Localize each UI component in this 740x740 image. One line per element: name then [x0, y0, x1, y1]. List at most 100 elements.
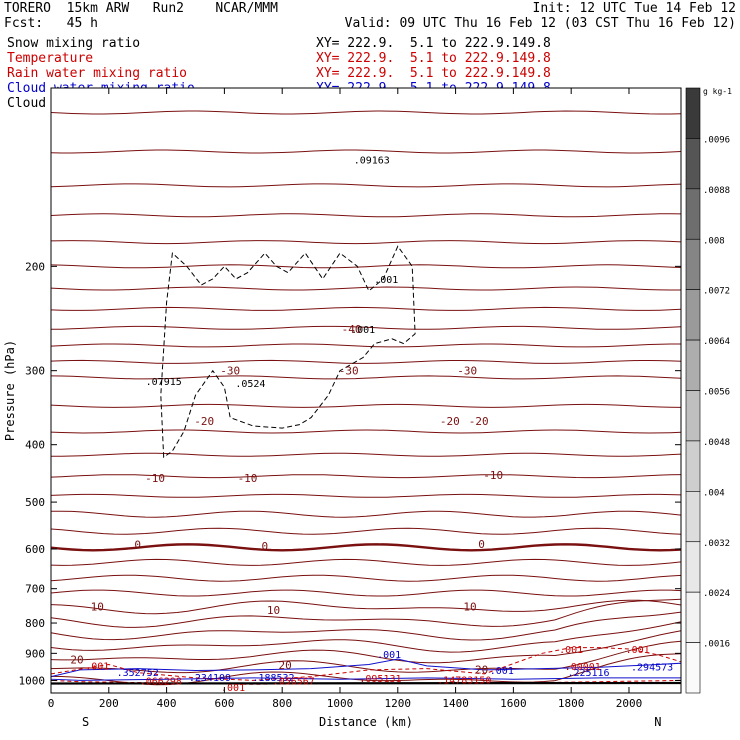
end-label-south: S	[82, 715, 89, 729]
isotherm-label: 0	[262, 540, 269, 553]
x-tick-label: 600	[214, 697, 234, 710]
isotherm-label: -30	[339, 365, 359, 378]
isotherm-line	[50, 359, 682, 364]
colorbar-level-label: .0088	[703, 186, 730, 196]
colorbar-swatch	[685, 238, 701, 290]
colorbar-level-label: .0048	[703, 438, 730, 448]
isotherm-line	[50, 343, 681, 348]
x-tick-label: 0	[48, 697, 55, 710]
isotherm-label: 0	[478, 538, 485, 551]
isotherm-line	[50, 598, 682, 628]
isotherm-line	[50, 149, 682, 154]
plot-background	[51, 88, 681, 693]
mixing-ratio-label: .001	[490, 666, 514, 677]
isotherm-line	[50, 452, 682, 457]
end-label-north: N	[654, 715, 661, 729]
mixing-ratio-label: .00001	[565, 662, 601, 673]
isotherm-line	[50, 543, 682, 552]
colorbar-level-label: .0072	[703, 287, 730, 297]
colorbar-swatch	[685, 591, 701, 643]
y-tick-label: 800	[25, 617, 45, 630]
y-tick-label: 400	[25, 439, 45, 452]
isotherm-label: -20	[440, 415, 460, 428]
contour-label-layer: -40 -30 -30 -30 -20 -20 -20 -10 -10 -10 0 0 0 10 10 10 2…	[70, 155, 673, 693]
isotherm-line	[50, 240, 682, 245]
isotherm-line	[50, 599, 682, 615]
mixing-ratio-label: .234109	[189, 673, 231, 684]
colorbar-swatch	[685, 390, 701, 442]
colorbar-swatch	[685, 138, 701, 190]
field-name: Snow mixing ratio	[7, 36, 141, 51]
field-xy-range: XY= 222.9. 5.1 to 222.9.149.8	[316, 66, 551, 81]
plot-area	[51, 88, 681, 693]
mixing-ratio-label: .001	[559, 645, 583, 656]
isotherm-line	[50, 653, 682, 686]
y-tick-label: 600	[25, 543, 45, 556]
cloud-water-contour	[50, 658, 682, 681]
isotherm-label: -30	[457, 365, 477, 378]
colorbar-swatch	[685, 188, 701, 240]
colorbar-level-label: .008	[703, 236, 725, 246]
colorbar-level-label: .0056	[703, 388, 730, 398]
x-tick-label: 1200	[385, 697, 412, 710]
contour-layer	[50, 110, 682, 686]
isotherm-line	[50, 621, 682, 653]
isotherm-label: -10	[483, 469, 503, 482]
colorbar: .0096 .0088 .008 .0072 .0064 .0056 .0048 .004 .0…	[685, 87, 732, 694]
colorbar-level-label: .0024	[703, 589, 730, 599]
colorbar-swatch	[685, 87, 701, 139]
isotherm-line	[50, 110, 682, 115]
x-tick-label: 200	[99, 697, 119, 710]
field-xy-range: XY= 222.9. 5.1 to 222.9.149.8	[316, 51, 551, 66]
plot-frame	[50, 87, 682, 694]
colorbar-unit: g kg-1	[703, 87, 732, 96]
field-name: Temperature	[7, 51, 94, 66]
mixing-ratio-label: .225116	[567, 668, 609, 679]
colorbar-swatch	[685, 541, 701, 593]
isotherm-label: -20	[194, 415, 214, 428]
isotherm-line	[50, 286, 681, 291]
y-tick-label: 200	[25, 260, 45, 273]
colorbar-swatch	[685, 491, 701, 543]
isotherm-line	[50, 510, 682, 518]
mixing-ratio-label: .001	[377, 650, 401, 661]
colorbar-level-label: .0032	[703, 539, 730, 549]
colorbar-swatch	[685, 642, 701, 694]
mixing-ratio-label: .188532	[252, 673, 294, 684]
isotherm-line	[50, 640, 682, 674]
x-tick-label: 1800	[558, 697, 585, 710]
mixing-ratio-label: .001	[221, 683, 245, 694]
isotherm-line	[50, 611, 682, 641]
isotherm-label: -20	[469, 415, 489, 428]
colorbar-swatch	[685, 339, 701, 391]
isotherm-line	[50, 403, 682, 408]
y-tick-label: 300	[25, 365, 45, 378]
x-axis-label: Distance (km)	[319, 715, 413, 729]
isotherm-line	[50, 589, 682, 597]
y-tick-label: 900	[25, 647, 45, 660]
isotherm-line	[50, 493, 682, 498]
isotherm-line	[50, 306, 682, 311]
field-name: Rain water mixing ratio	[7, 66, 188, 81]
y-tick-label: 1000	[19, 674, 46, 687]
colorbar-swatch	[685, 440, 701, 492]
isotherm-line	[50, 375, 682, 380]
mixing-ratio-label: .056567	[273, 676, 315, 687]
mixing-ratio-label: .0524	[235, 379, 265, 390]
x-tick-label: 800	[272, 697, 292, 710]
mixing-ratio-label: .07915	[146, 377, 182, 388]
isotherm-line	[50, 474, 682, 479]
isotherm-label: 20	[70, 654, 83, 667]
colorbar-level-label: .0016	[703, 640, 730, 650]
isotherm-line	[50, 527, 682, 535]
isotherm-label: 0	[134, 539, 141, 552]
isotherm-label: 10	[91, 600, 104, 613]
isotherm-label: 10	[267, 604, 280, 617]
isotherm-line	[50, 429, 682, 434]
header-line1-left: TORERO 15km ARW Run2 NCAR/MMM	[4, 1, 278, 16]
mixing-ratio-label: .14783150	[437, 676, 491, 687]
colorbar-level-label: .0064	[703, 337, 730, 347]
x-tick-label: 400	[157, 697, 177, 710]
isotherm-line	[50, 558, 682, 566]
